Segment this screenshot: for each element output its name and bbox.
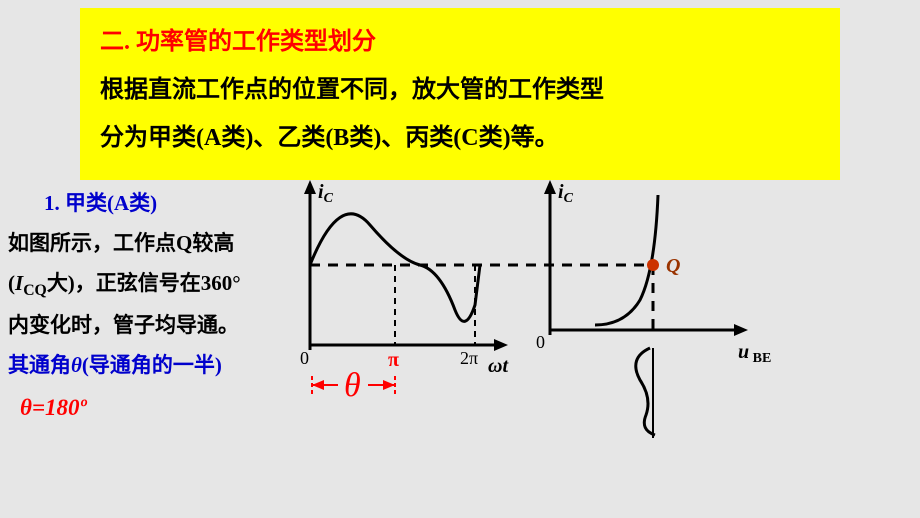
var-i: I xyxy=(15,271,23,295)
charts-svg: iC 0 π 2π ωt θ xyxy=(290,180,910,490)
header-line-2: 分为甲类(A类)、乙类(B类)、丙类(C类)等。 xyxy=(100,114,820,162)
paren-open: ( xyxy=(8,271,15,295)
left-text-block: 1. 甲类(A类) 如图所示，工作点Q较高 (ICQ大)，正弦信号在360° 内… xyxy=(8,184,288,429)
header-line-1: 根据直流工作点的位置不同，放大管的工作类型 xyxy=(100,66,820,114)
zero-left: 0 xyxy=(300,348,309,368)
ic-label-right: iC xyxy=(558,181,574,206)
q-label: Q xyxy=(666,255,680,277)
desc-line-2: (ICQ大)，正弦信号在360° xyxy=(8,264,288,306)
desc-line-1: 如图所示，工作点Q较高 xyxy=(8,224,288,264)
x-arrow-right xyxy=(734,324,748,336)
section-title: 二. 功率管的工作类型划分 xyxy=(100,18,820,66)
left-chart: iC 0 π 2π ωt θ xyxy=(300,180,509,404)
y-arrow-right xyxy=(544,180,556,194)
two-pi-label: 2π xyxy=(460,348,478,368)
blue-b: (导通角的一半) xyxy=(82,353,222,377)
y-arrow-left xyxy=(304,180,316,194)
transistor-curve xyxy=(595,195,658,325)
theta-bracket: θ xyxy=(312,367,395,404)
line2-rest: 大)，正弦信号在360° xyxy=(47,271,241,295)
q-point xyxy=(647,259,659,271)
blue-theta: θ xyxy=(71,353,82,377)
pi-label: π xyxy=(388,349,399,371)
header-block: 二. 功率管的工作类型划分 根据直流工作点的位置不同，放大管的工作类型 分为甲类… xyxy=(80,8,840,180)
theta-equation: θ=180º xyxy=(20,386,288,430)
theta-symbol: θ xyxy=(344,367,361,404)
right-chart: Q iC 0 u BE xyxy=(310,180,771,438)
ube-label: u BE xyxy=(738,341,771,366)
zero-right: 0 xyxy=(536,332,545,352)
x-arrow-left xyxy=(494,339,508,351)
conduction-angle-line: 其通角θ(导通角的一半) xyxy=(8,346,288,386)
sub-cq: CQ xyxy=(23,282,47,299)
class-a-title: 1. 甲类(A类) xyxy=(44,184,288,224)
desc-line-3: 内变化时，管子均导通。 xyxy=(8,306,288,346)
blue-a: 其通角 xyxy=(8,353,71,377)
ic-label-left: iC xyxy=(318,181,334,206)
omega-t-label: ωt xyxy=(488,355,509,377)
diagram-area: iC 0 π 2π ωt θ xyxy=(290,180,910,490)
